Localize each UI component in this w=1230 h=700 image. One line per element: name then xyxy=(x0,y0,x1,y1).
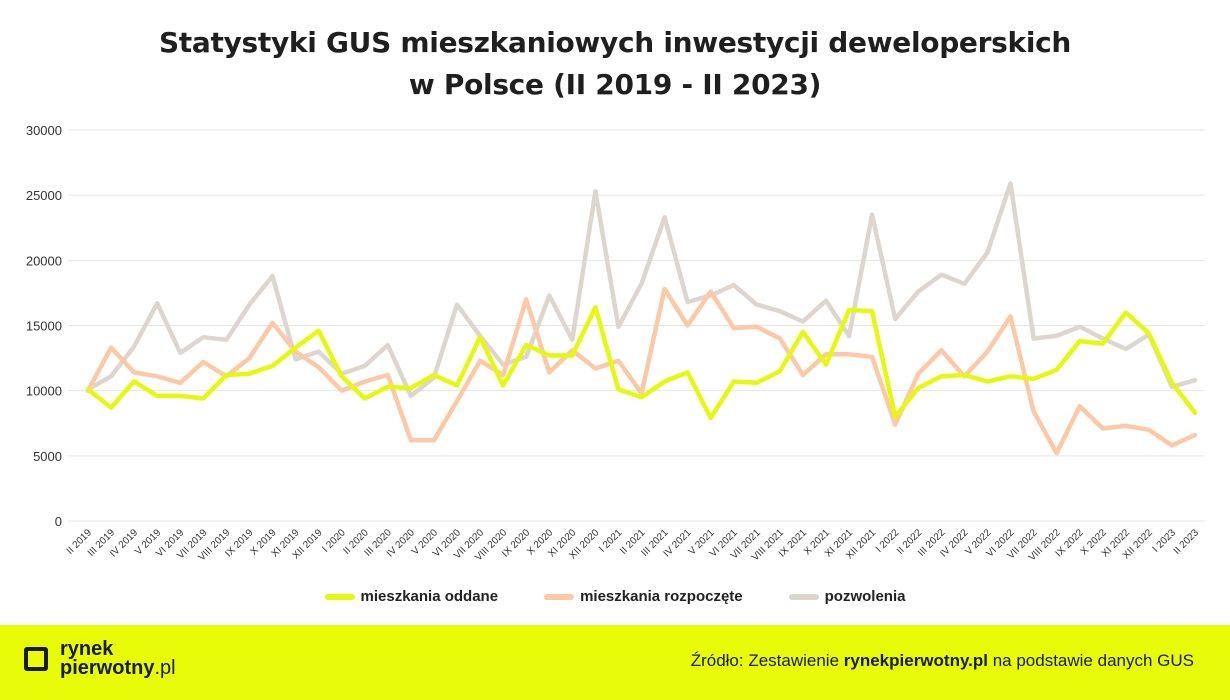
logo-line1: rynek xyxy=(60,638,114,660)
chart-title-line2: w Polsce (II 2019 - II 2023) xyxy=(408,68,822,101)
legend-label-rozpoczete: mieszkania rozpoczęte xyxy=(580,588,743,605)
legend-item-rozpoczete: mieszkania rozpoczęte xyxy=(544,588,743,605)
source-site: rynekpierwotny.pl xyxy=(843,651,988,670)
y-tick-label: 30000 xyxy=(26,123,62,138)
legend-swatch-rozpoczete xyxy=(544,593,575,600)
brand-logo: rynek pierwotny.pl xyxy=(24,638,176,679)
y-tick-label: 5000 xyxy=(33,449,62,464)
logo-line2-main: pierwotny xyxy=(60,657,155,679)
legend-item-pozwolenia: pozwolenia xyxy=(788,588,906,605)
logo-text: rynek pierwotny.pl xyxy=(60,638,176,679)
y-tick-label: 20000 xyxy=(26,253,62,268)
legend-swatch-oddane xyxy=(324,593,355,600)
footer-bar: rynek pierwotny.pl Źródło: Zestawienie r… xyxy=(0,625,1230,700)
legend-label-pozwolenia: pozwolenia xyxy=(824,588,906,605)
source-prefix: Źródło: Zestawienie xyxy=(690,651,844,670)
series-line-pozwolenia xyxy=(85,181,1198,399)
legend-item-oddane: mieszkania oddane xyxy=(324,588,499,605)
chart-title: Statystyki GUS mieszkaniowych inwestycji… xyxy=(0,22,1230,106)
line-chart: 0 5000 10000 15000 20000 25000 30000 II 2019II… xyxy=(26,123,1205,563)
y-tick-label: 0 xyxy=(55,514,62,529)
y-tick-label: 15000 xyxy=(26,319,62,334)
x-tick-label: II 2023 xyxy=(1172,527,1202,557)
series-lines xyxy=(85,181,1198,456)
legend-swatch-pozwolenia xyxy=(788,593,819,600)
gridlines xyxy=(68,129,1205,522)
chart-title-line1: Statystyki GUS mieszkaniowych inwestycji… xyxy=(158,26,1072,59)
y-tick-label: 10000 xyxy=(26,384,62,399)
source-suffix: na podstawie danych GUS xyxy=(987,651,1194,670)
logo-mark-icon xyxy=(24,647,48,671)
chart-legend: mieszkania oddane mieszkania rozpoczęte … xyxy=(0,588,1230,605)
series-line-rozpoczete xyxy=(85,286,1198,456)
source-note: Źródło: Zestawienie rynekpierwotny.pl na… xyxy=(691,651,1194,671)
legend-label-oddane: mieszkania oddane xyxy=(360,588,499,605)
series-line-oddane xyxy=(85,305,1198,421)
y-tick-label: 25000 xyxy=(26,188,62,203)
y-axis: 0 5000 10000 15000 20000 25000 30000 xyxy=(26,123,62,529)
logo-line2-suffix: .pl xyxy=(154,657,176,679)
